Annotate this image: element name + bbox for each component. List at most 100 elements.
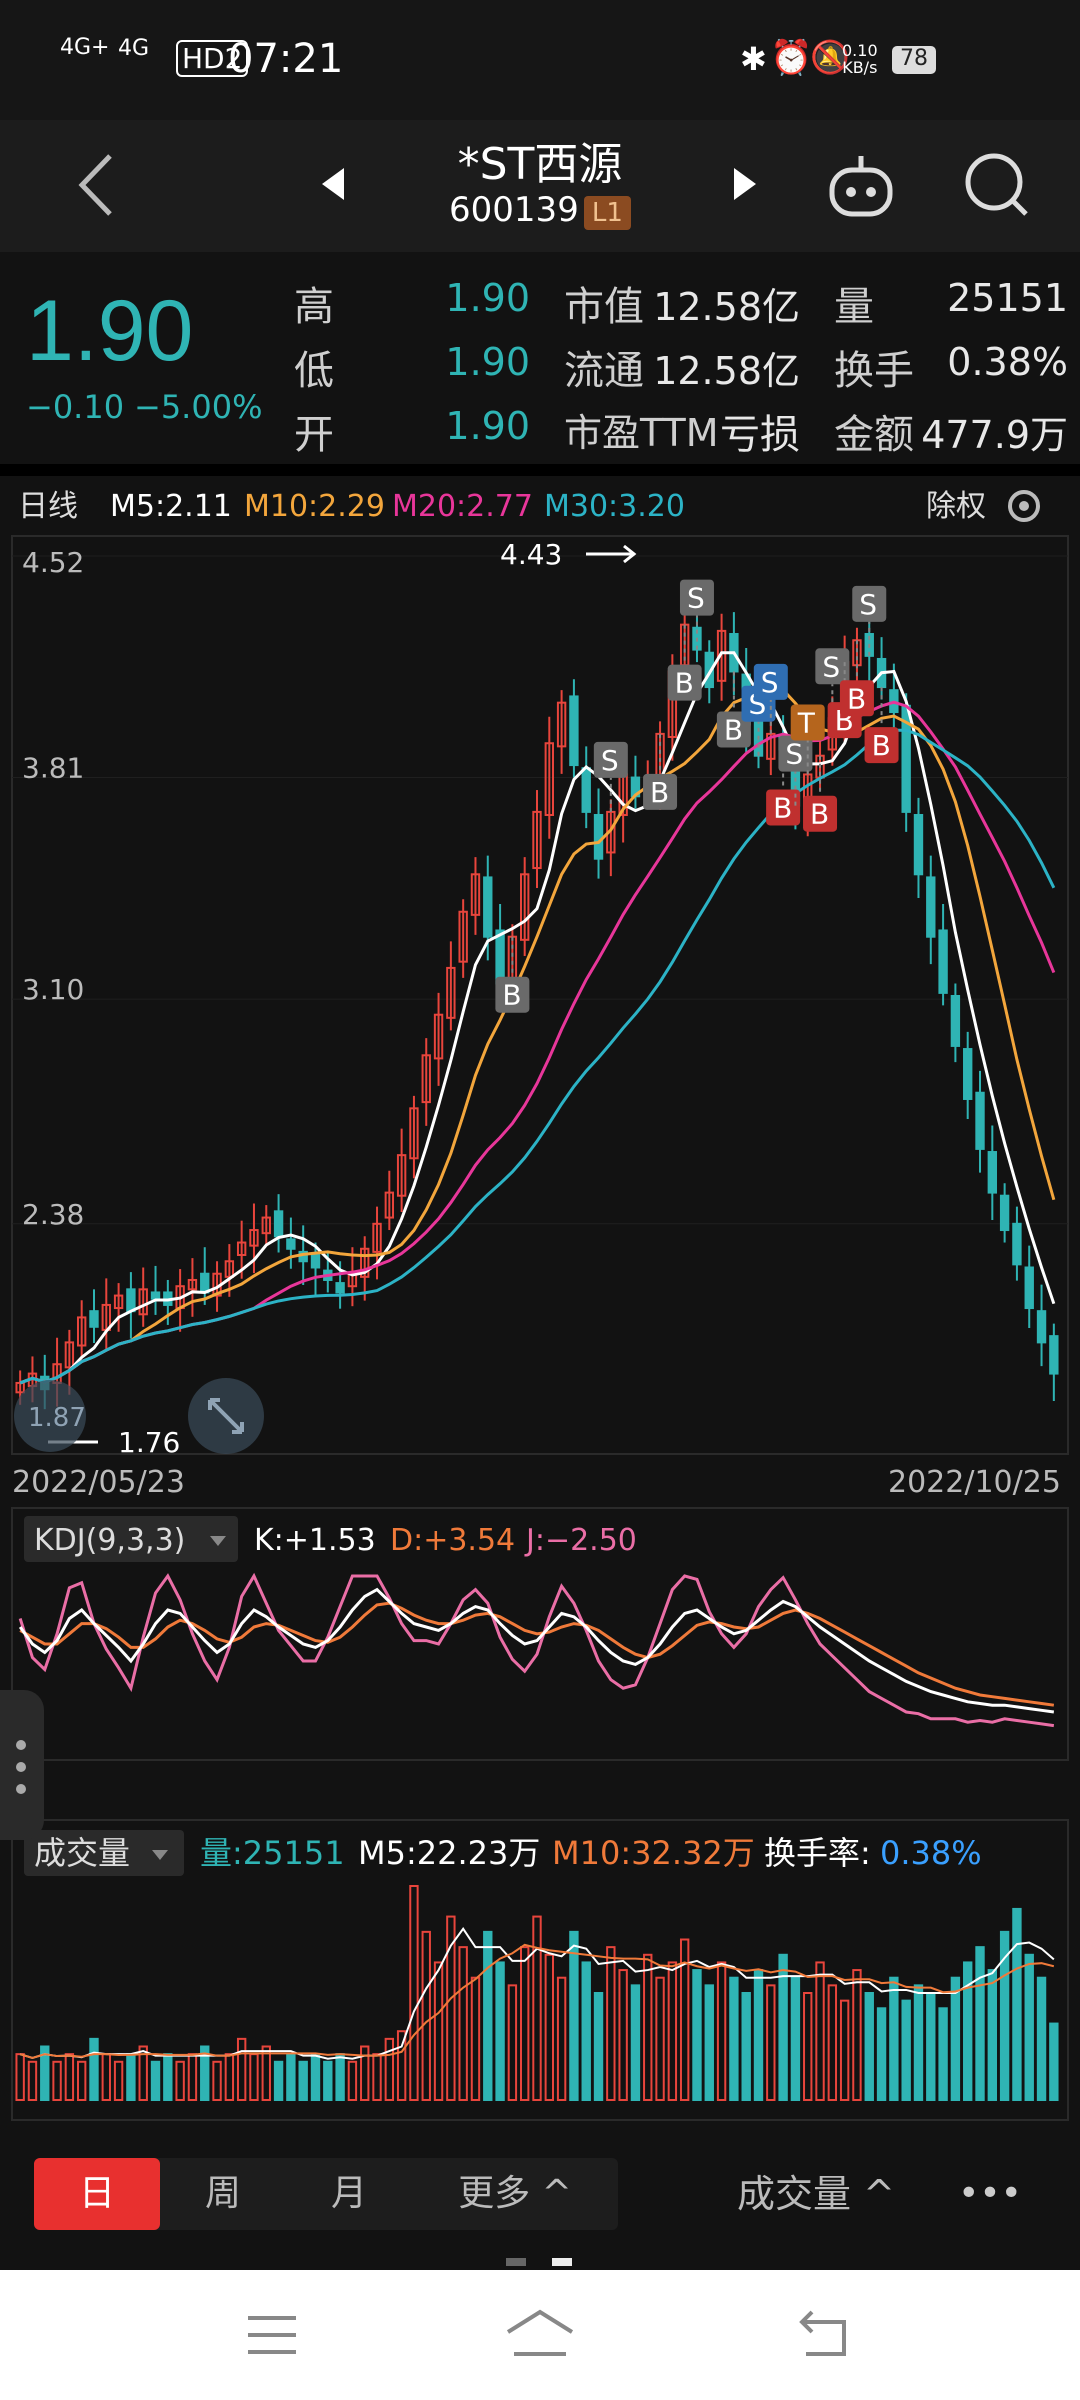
volume-bar — [163, 2053, 173, 2101]
chevron-down-icon — [210, 1536, 226, 1546]
search-icon[interactable] — [962, 150, 1032, 220]
y-tick-label: 3.10 — [22, 973, 84, 1006]
kdj-selector[interactable] — [24, 1516, 238, 1562]
volume-m10: M10:32.32万 — [552, 1834, 755, 1872]
menu-icon[interactable]: ••• — [958, 2173, 1022, 2214]
open-value: 1.90 — [445, 404, 530, 448]
candle-body — [286, 1238, 296, 1250]
volume-bar — [803, 1992, 813, 2101]
volume-bar — [1012, 1907, 1022, 2102]
signal-label: B — [847, 682, 866, 715]
signal-label: S — [859, 588, 877, 621]
pe-value: 亏损 — [720, 412, 800, 458]
kdj-d-line — [19, 1601, 1055, 1707]
back-icon[interactable] — [70, 150, 120, 220]
volume-bar — [483, 1930, 493, 2102]
stock-title: *ST西源 — [457, 139, 623, 190]
candle-body — [495, 929, 505, 985]
volume-bar — [495, 1961, 505, 2102]
candle-body — [372, 1222, 382, 1253]
home-icon[interactable] — [504, 2306, 576, 2362]
candle-body — [249, 1229, 259, 1247]
candle-body — [126, 1288, 136, 1313]
tab-more[interactable]: 更多 ^ — [458, 2173, 572, 2214]
candle-body — [520, 873, 530, 941]
network-speed-unit: KB/s — [842, 58, 878, 77]
candles — [15, 601, 1059, 1410]
y-tick-label: 4.52 — [22, 546, 84, 579]
back-nav-icon[interactable] — [796, 2306, 852, 2362]
candle-body — [200, 1272, 210, 1294]
kline-chart[interactable]: 日线 M5:2.11 M10:2.29 M20:2.77 M30:3.20 除权… — [0, 476, 1080, 2140]
volume-bar — [716, 1961, 727, 2102]
volume-bar — [655, 1976, 665, 2101]
stock-code-row: 600139 L1 — [0, 190, 1080, 230]
network-1: 4G+ — [60, 35, 110, 60]
candle-body — [76, 1316, 87, 1347]
volume-m10-line — [19, 1943, 1055, 2060]
volume-bar — [729, 1976, 739, 2101]
tab-week[interactable]: 周 — [204, 2173, 241, 2214]
volume-selector[interactable] — [24, 1830, 184, 1876]
x-start-label: 2022/05/23 — [12, 1465, 185, 1500]
divider — [0, 464, 1080, 476]
menu-lines-icon[interactable] — [244, 2310, 300, 2360]
candle-body — [532, 810, 542, 870]
market-cap-label: 市值 — [564, 284, 644, 330]
volume-bar — [347, 2060, 358, 2102]
volume-bar — [532, 1915, 542, 2101]
next-stock-icon[interactable] — [730, 164, 760, 204]
candle-body — [310, 1254, 321, 1269]
side-drawer-handle[interactable] — [0, 1690, 44, 1840]
volume-bar — [126, 2053, 136, 2101]
volume-bar — [938, 2007, 948, 2102]
volume-bar — [113, 2060, 124, 2102]
prev-stock-icon[interactable] — [318, 164, 348, 204]
tab-month[interactable]: 月 — [330, 2173, 367, 2214]
signal-badge — [778, 735, 813, 772]
exright-label[interactable]: 除权 — [926, 489, 986, 524]
settings-icon[interactable] — [1008, 490, 1040, 522]
y-axis-ticks: 4.52 3.81 3.10 2.38 — [22, 546, 84, 1231]
volume-bar — [27, 2060, 38, 2102]
candle-body — [236, 1241, 247, 1257]
volume-bar — [175, 2060, 185, 2102]
robot-icon[interactable] — [826, 150, 896, 220]
candle-body — [950, 995, 961, 1047]
collapse-button[interactable] — [14, 1380, 86, 1452]
volume-bar — [975, 1946, 985, 2101]
mute-icon: 🔕 — [810, 38, 850, 76]
turnover-value: 0.38% — [947, 340, 1068, 384]
candle-body — [483, 876, 493, 938]
network-2: 4G — [118, 36, 150, 61]
status-bar: 4G+ 4G HD2 07:21 ✱ ⏰ 🔕 0.10 KB/s 78 — [0, 0, 1080, 120]
signal-badge — [679, 579, 714, 616]
level-badge: L1 — [583, 196, 631, 230]
float-cap-value: 12.58亿 — [653, 349, 800, 393]
candle-body — [458, 910, 468, 963]
quote-panel: 1.90 −0.10 −5.00% 高 1.90 市值 12.58亿 量 251… — [0, 252, 1080, 464]
kdj-panel-frame — [11, 1507, 1069, 1761]
hd-icon: HD2 — [176, 40, 249, 77]
volume-bar — [901, 1999, 911, 2101]
candle-body — [1012, 1222, 1022, 1266]
turnover-rate-label: 换手率: — [764, 1834, 871, 1872]
candle-body — [1036, 1310, 1047, 1344]
volume-bar — [507, 1984, 518, 2102]
volume-bar — [212, 2060, 222, 2102]
indicator-selector[interactable]: 成交量 ^ — [737, 2172, 895, 2216]
volume-bar — [286, 2053, 296, 2101]
tab-day[interactable]: 日 — [34, 2158, 160, 2230]
volume-bar — [396, 2030, 407, 2101]
low-value: 1.90 — [445, 340, 530, 384]
high-label: 高 — [294, 284, 334, 330]
volume-bar — [323, 2060, 333, 2102]
volume-bar — [593, 1992, 604, 2101]
kdj-d: D:+3.54 — [390, 1523, 515, 1558]
price-change-pct: −5.00% — [134, 388, 263, 426]
system-nav-bar — [0, 2270, 1080, 2400]
amount-label: 金额 — [834, 412, 914, 458]
volume-bar — [926, 1992, 936, 2101]
chevron-down-icon — [152, 1850, 168, 1860]
volume-m5: M5:22.23万 — [358, 1834, 540, 1872]
